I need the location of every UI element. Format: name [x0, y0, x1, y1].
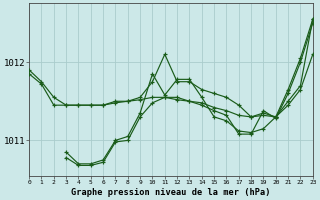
X-axis label: Graphe pression niveau de la mer (hPa): Graphe pression niveau de la mer (hPa)	[71, 188, 271, 197]
